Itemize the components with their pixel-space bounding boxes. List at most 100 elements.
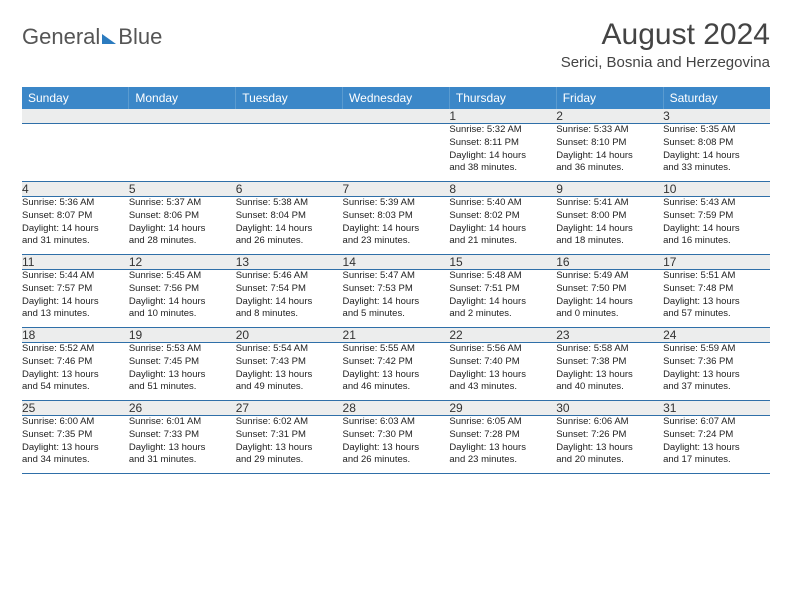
day-cell: Sunrise: 6:03 AMSunset: 7:30 PMDaylight:… bbox=[343, 416, 450, 474]
day-sunset: Sunset: 8:11 PM bbox=[449, 137, 556, 150]
day-number: 18 bbox=[22, 328, 129, 343]
day-daylight2: and 20 minutes. bbox=[556, 454, 663, 467]
day-sunset: Sunset: 7:51 PM bbox=[449, 283, 556, 296]
day-number: 20 bbox=[236, 328, 343, 343]
day-sunrise: Sunrise: 5:51 AM bbox=[663, 270, 770, 283]
day-sunrise: Sunrise: 5:44 AM bbox=[22, 270, 129, 283]
day-daylight2: and 16 minutes. bbox=[663, 235, 770, 248]
day-sunrise: Sunrise: 5:52 AM bbox=[22, 343, 129, 356]
day-daylight1: Daylight: 13 hours bbox=[556, 442, 663, 455]
day-daylight2: and 8 minutes. bbox=[236, 308, 343, 321]
day-sunset: Sunset: 7:43 PM bbox=[236, 356, 343, 369]
day-daylight2: and 31 minutes. bbox=[129, 454, 236, 467]
day-sunrise: Sunrise: 5:39 AM bbox=[343, 197, 450, 210]
day-number: 14 bbox=[343, 255, 450, 270]
day-header: Friday bbox=[556, 87, 663, 109]
day-sunset: Sunset: 7:59 PM bbox=[663, 210, 770, 223]
day-daylight1: Daylight: 14 hours bbox=[343, 223, 450, 236]
day-number: 17 bbox=[663, 255, 770, 270]
day-sunset: Sunset: 8:08 PM bbox=[663, 137, 770, 150]
day-daylight2: and 46 minutes. bbox=[343, 381, 450, 394]
day-daylight1: Daylight: 13 hours bbox=[22, 369, 129, 382]
day-sunset: Sunset: 7:35 PM bbox=[22, 429, 129, 442]
day-sunset: Sunset: 7:48 PM bbox=[663, 283, 770, 296]
day-cell: Sunrise: 5:36 AMSunset: 8:07 PMDaylight:… bbox=[22, 197, 129, 255]
day-daylight1: Daylight: 14 hours bbox=[449, 223, 556, 236]
day-sunset: Sunset: 8:06 PM bbox=[129, 210, 236, 223]
day-cell bbox=[236, 124, 343, 182]
day-sunset: Sunset: 7:53 PM bbox=[343, 283, 450, 296]
day-number: 11 bbox=[22, 255, 129, 270]
day-daylight1: Daylight: 14 hours bbox=[556, 223, 663, 236]
day-daylight2: and 31 minutes. bbox=[22, 235, 129, 248]
day-sunrise: Sunrise: 5:37 AM bbox=[129, 197, 236, 210]
day-daylight2: and 23 minutes. bbox=[449, 454, 556, 467]
day-sunrise: Sunrise: 5:56 AM bbox=[449, 343, 556, 356]
day-daylight2: and 10 minutes. bbox=[129, 308, 236, 321]
day-sunset: Sunset: 7:24 PM bbox=[663, 429, 770, 442]
day-daylight1: Daylight: 14 hours bbox=[236, 296, 343, 309]
day-sunrise: Sunrise: 6:07 AM bbox=[663, 416, 770, 429]
day-daylight1: Daylight: 13 hours bbox=[129, 369, 236, 382]
day-header: Monday bbox=[129, 87, 236, 109]
day-daylight2: and 28 minutes. bbox=[129, 235, 236, 248]
day-daylight2: and 5 minutes. bbox=[343, 308, 450, 321]
day-daylight2: and 43 minutes. bbox=[449, 381, 556, 394]
day-sunrise: Sunrise: 5:47 AM bbox=[343, 270, 450, 283]
day-daylight2: and 29 minutes. bbox=[236, 454, 343, 467]
day-sunrise: Sunrise: 5:32 AM bbox=[449, 124, 556, 137]
day-daylight1: Daylight: 13 hours bbox=[449, 369, 556, 382]
day-sunrise: Sunrise: 5:38 AM bbox=[236, 197, 343, 210]
day-daylight1: Daylight: 14 hours bbox=[129, 223, 236, 236]
day-header: Thursday bbox=[449, 87, 556, 109]
day-header: Wednesday bbox=[343, 87, 450, 109]
day-sunset: Sunset: 7:26 PM bbox=[556, 429, 663, 442]
day-sunrise: Sunrise: 5:35 AM bbox=[663, 124, 770, 137]
day-number: 3 bbox=[663, 109, 770, 124]
day-daylight2: and 26 minutes. bbox=[236, 235, 343, 248]
day-sunset: Sunset: 7:40 PM bbox=[449, 356, 556, 369]
day-number: 22 bbox=[449, 328, 556, 343]
day-sunset: Sunset: 7:38 PM bbox=[556, 356, 663, 369]
day-cell: Sunrise: 5:52 AMSunset: 7:46 PMDaylight:… bbox=[22, 343, 129, 401]
day-daylight1: Daylight: 13 hours bbox=[343, 442, 450, 455]
day-number: 15 bbox=[449, 255, 556, 270]
day-sunset: Sunset: 8:00 PM bbox=[556, 210, 663, 223]
day-number: 8 bbox=[449, 182, 556, 197]
day-daylight1: Daylight: 13 hours bbox=[236, 369, 343, 382]
day-daylight2: and 0 minutes. bbox=[556, 308, 663, 321]
wave-icon bbox=[102, 34, 116, 44]
day-daylight1: Daylight: 14 hours bbox=[449, 296, 556, 309]
day-daylight2: and 2 minutes. bbox=[449, 308, 556, 321]
day-number: 29 bbox=[449, 401, 556, 416]
day-sunrise: Sunrise: 6:02 AM bbox=[236, 416, 343, 429]
day-number bbox=[343, 109, 450, 124]
day-cell: Sunrise: 5:54 AMSunset: 7:43 PMDaylight:… bbox=[236, 343, 343, 401]
day-number: 28 bbox=[343, 401, 450, 416]
day-daylight2: and 51 minutes. bbox=[129, 381, 236, 394]
day-cell: Sunrise: 5:59 AMSunset: 7:36 PMDaylight:… bbox=[663, 343, 770, 401]
day-number: 1 bbox=[449, 109, 556, 124]
calendar-table: Sunday Monday Tuesday Wednesday Thursday… bbox=[22, 87, 770, 474]
day-daylight1: Daylight: 13 hours bbox=[556, 369, 663, 382]
day-daylight1: Daylight: 13 hours bbox=[22, 442, 129, 455]
day-sunrise: Sunrise: 5:41 AM bbox=[556, 197, 663, 210]
day-cell: Sunrise: 5:44 AMSunset: 7:57 PMDaylight:… bbox=[22, 270, 129, 328]
day-number: 7 bbox=[343, 182, 450, 197]
logo-text-general: General bbox=[22, 24, 100, 50]
day-number-row: 123 bbox=[22, 109, 770, 124]
day-number: 13 bbox=[236, 255, 343, 270]
day-header: Sunday bbox=[22, 87, 129, 109]
day-content-row: Sunrise: 6:00 AMSunset: 7:35 PMDaylight:… bbox=[22, 416, 770, 474]
day-number-row: 45678910 bbox=[22, 182, 770, 197]
day-sunset: Sunset: 8:07 PM bbox=[22, 210, 129, 223]
day-daylight2: and 13 minutes. bbox=[22, 308, 129, 321]
day-daylight1: Daylight: 13 hours bbox=[343, 369, 450, 382]
day-cell: Sunrise: 5:48 AMSunset: 7:51 PMDaylight:… bbox=[449, 270, 556, 328]
page-title: August 2024 bbox=[561, 18, 770, 52]
header: General Blue August 2024 Serici, Bosnia … bbox=[22, 18, 770, 71]
calendar-page: General Blue August 2024 Serici, Bosnia … bbox=[0, 0, 792, 486]
day-sunset: Sunset: 7:54 PM bbox=[236, 283, 343, 296]
day-sunrise: Sunrise: 5:40 AM bbox=[449, 197, 556, 210]
day-cell: Sunrise: 5:32 AMSunset: 8:11 PMDaylight:… bbox=[449, 124, 556, 182]
